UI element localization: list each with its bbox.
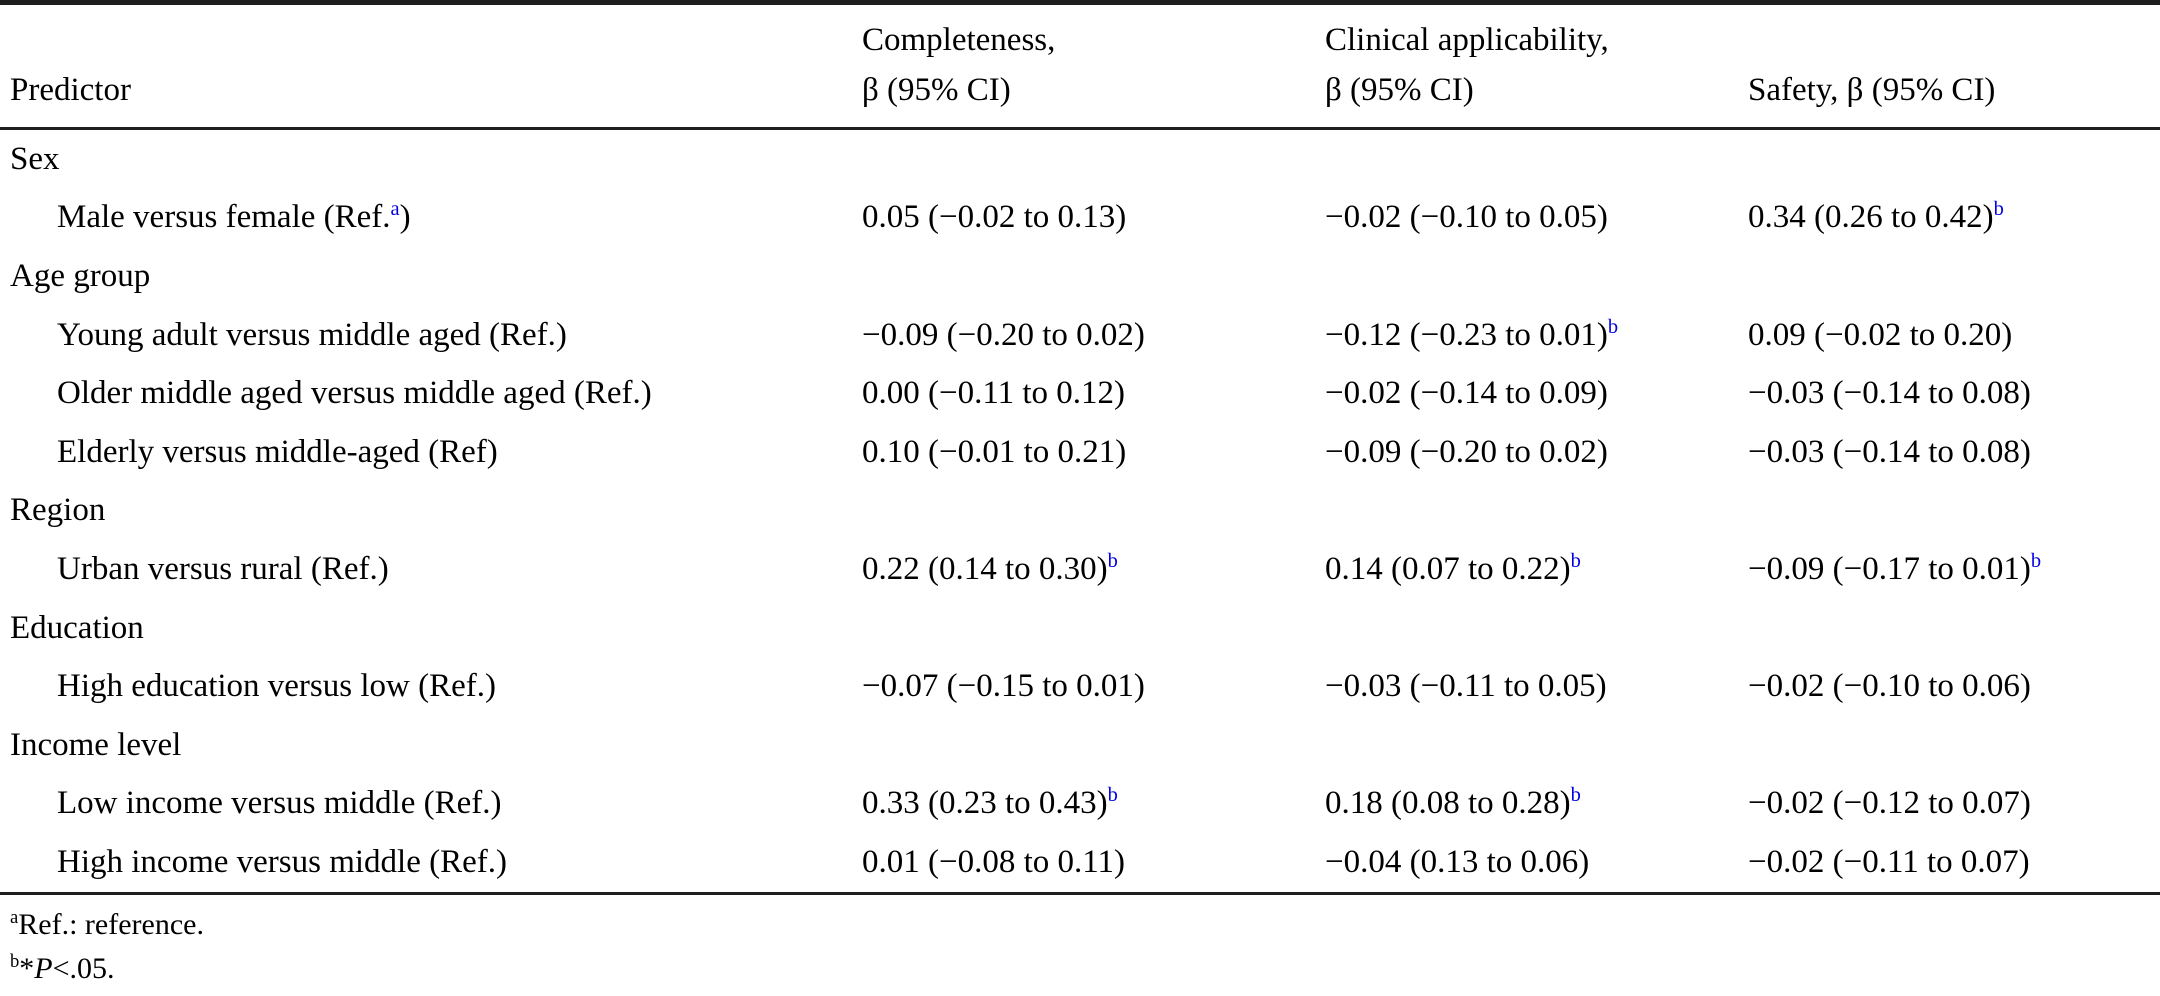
predictor-cell: Young adult versus middle aged (Ref.) <box>57 316 567 353</box>
safety-cell: 0.34 (0.26 to 0.42)b <box>1748 198 2004 236</box>
predictor-cell: High income versus middle (Ref.) <box>57 843 507 880</box>
table-header-row: Predictor Completeness, β (95% CI) Clini… <box>0 5 2160 130</box>
section-label: Education <box>10 609 144 646</box>
section-label: Income level <box>10 726 182 763</box>
footnote-marker-b[interactable]: b <box>1570 784 1581 807</box>
column-header-predictor: Predictor <box>10 72 131 108</box>
predictor-cell: Older middle aged versus middle aged (Re… <box>57 375 652 412</box>
table-data-row: Low income versus middle (Ref.) 0.33 (0.… <box>0 775 2160 834</box>
completeness-cell: 0.22 (0.14 to 0.30)b <box>862 549 1118 587</box>
table-section-row: Age group <box>0 247 2160 306</box>
footnote-a: aRef.: reference. <box>10 906 204 941</box>
safety-cell: −0.09 (−0.17 to 0.01)b <box>1748 549 2042 587</box>
clinical-applicability-cell: −0.02 (−0.10 to 0.05) <box>1325 199 1608 236</box>
clinical-applicability-cell: −0.02 (−0.14 to 0.09) <box>1325 375 1608 412</box>
safety-cell: −0.03 (−0.14 to 0.08) <box>1748 375 2031 412</box>
completeness-cell: 0.10 (−0.01 to 0.21) <box>862 433 1127 470</box>
predictor-cell: Elderly versus middle-aged (Ref) <box>57 433 498 470</box>
footnote-marker-a[interactable]: a <box>390 198 400 221</box>
table-data-row: Older middle aged versus middle aged (Re… <box>0 364 2160 423</box>
completeness-cell: −0.07 (−0.15 to 0.01) <box>862 668 1145 705</box>
column-header-clinical-applicability: Clinical applicability, β (95% CI) <box>1325 22 1609 108</box>
table-data-row: Young adult versus middle aged (Ref.) −0… <box>0 306 2160 365</box>
completeness-cell: 0.00 (−0.11 to 0.12) <box>862 375 1126 412</box>
completeness-cell: 0.05 (−0.02 to 0.13) <box>862 199 1127 236</box>
table-data-row: Elderly versus middle-aged (Ref) 0.10 (−… <box>0 423 2160 482</box>
regression-table: Predictor Completeness, β (95% CI) Clini… <box>0 0 2160 895</box>
table-section-row: Sex <box>0 130 2160 189</box>
clinical-applicability-cell: −0.03 (−0.11 to 0.05) <box>1325 668 1607 705</box>
completeness-cell: −0.09 (−0.20 to 0.02) <box>862 316 1145 353</box>
clinical-applicability-cell: 0.14 (0.07 to 0.22)b <box>1325 549 1581 587</box>
footnote-b: b*P<.05. <box>10 950 115 985</box>
footnote-b-marker: b <box>10 950 20 972</box>
safety-cell: −0.02 (−0.12 to 0.07) <box>1748 785 2031 822</box>
predictor-cell: Male versus female (Ref.a) <box>57 198 411 236</box>
footnote-marker-b[interactable]: b <box>2030 549 2042 572</box>
table-footnotes: aRef.: reference. b*P<.05. <box>0 895 2160 996</box>
predictor-cell: Low income versus middle (Ref.) <box>57 785 502 822</box>
footnote-marker-b[interactable]: b <box>1607 315 1619 338</box>
safety-cell: −0.02 (−0.11 to 0.07) <box>1748 843 2030 880</box>
predictor-cell: Urban versus rural (Ref.) <box>57 550 389 587</box>
section-label: Region <box>10 492 106 529</box>
footnote-marker-b[interactable]: b <box>1107 784 1118 807</box>
table-section-row: Region <box>0 482 2160 541</box>
clinical-applicability-cell: −0.12 (−0.23 to 0.01)b <box>1325 315 1619 353</box>
column-header-safety: Safety, β (95% CI) <box>1748 72 1996 108</box>
clinical-applicability-cell: −0.04 (0.13 to 0.06) <box>1325 843 1590 880</box>
table-data-row: High education versus low (Ref.) −0.07 (… <box>0 657 2160 716</box>
footnote-marker-b[interactable]: b <box>1107 549 1118 572</box>
safety-cell: 0.09 (−0.02 to 0.20) <box>1748 316 2013 353</box>
footnote-a-marker: a <box>10 906 19 928</box>
section-label: Sex <box>10 140 60 177</box>
completeness-cell: 0.01 (−0.08 to 0.11) <box>862 843 1126 880</box>
table-data-row: High income versus middle (Ref.) 0.01 (−… <box>0 833 2160 892</box>
footnote-marker-b[interactable]: b <box>1993 198 2004 221</box>
safety-cell: −0.03 (−0.14 to 0.08) <box>1748 433 2031 470</box>
footnote-marker-b[interactable]: b <box>1570 549 1581 572</box>
section-label: Age group <box>10 257 151 294</box>
safety-cell: −0.02 (−0.10 to 0.06) <box>1748 668 2031 705</box>
table-data-row: Urban versus rural (Ref.) 0.22 (0.14 to … <box>0 540 2160 599</box>
clinical-applicability-cell: −0.09 (−0.20 to 0.02) <box>1325 433 1608 470</box>
predictor-cell: High education versus low (Ref.) <box>57 668 496 705</box>
table-data-row: Male versus female (Ref.a) 0.05 (−0.02 t… <box>0 189 2160 248</box>
clinical-applicability-cell: 0.18 (0.08 to 0.28)b <box>1325 784 1581 822</box>
column-header-completeness: Completeness, β (95% CI) <box>862 22 1056 108</box>
table-section-row: Income level <box>0 716 2160 775</box>
completeness-cell: 0.33 (0.23 to 0.43)b <box>862 784 1118 822</box>
table-section-row: Education <box>0 599 2160 658</box>
